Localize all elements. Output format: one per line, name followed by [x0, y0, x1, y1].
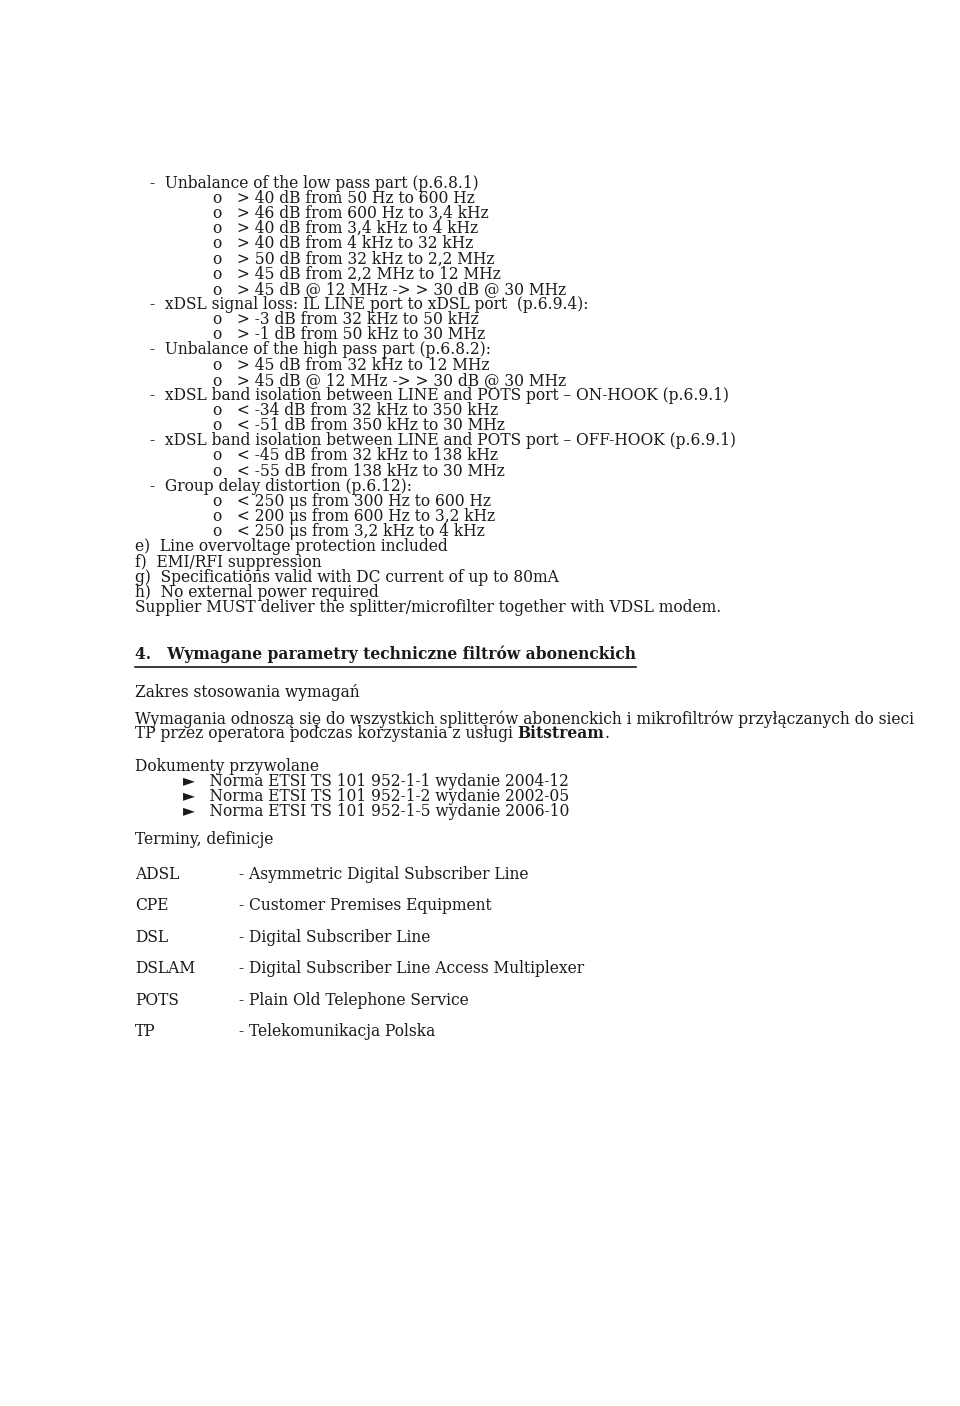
Text: -  xDSL band isolation between LINE and POTS port – OFF-HOOK (p.6.9.1): - xDSL band isolation between LINE and P… [150, 432, 735, 450]
Text: o   > -1 dB from 50 kHz to 30 MHz: o > -1 dB from 50 kHz to 30 MHz [213, 326, 485, 343]
Text: TP: TP [134, 1024, 156, 1040]
Text: .: . [605, 725, 610, 742]
Text: Wymagania odnoszą się do wszystkich splitterów abonenckich i mikrofiltrów przyłą: Wymagania odnoszą się do wszystkich spli… [134, 710, 914, 727]
Text: CPE: CPE [134, 897, 168, 914]
Text: Bitstream: Bitstream [517, 725, 605, 742]
Text: Dokumenty przywolane: Dokumenty przywolane [134, 758, 319, 775]
Text: ►   Norma ETSI TS 101 952-1-5 wydanie 2006-10: ► Norma ETSI TS 101 952-1-5 wydanie 2006… [183, 803, 569, 820]
Text: o   > 46 dB from 600 Hz to 3,4 kHz: o > 46 dB from 600 Hz to 3,4 kHz [213, 205, 489, 222]
Text: o   > 45 dB @ 12 MHz -> > 30 dB @ 30 MHz: o > 45 dB @ 12 MHz -> > 30 dB @ 30 MHz [213, 281, 566, 298]
Text: f)  EMI/RFI suppression: f) EMI/RFI suppression [134, 554, 322, 571]
Text: DSLAM: DSLAM [134, 960, 195, 977]
Text: o   > 45 dB from 2,2 MHz to 12 MHz: o > 45 dB from 2,2 MHz to 12 MHz [213, 266, 501, 283]
Text: ►   Norma ETSI TS 101 952-1-2 wydanie 2002-05: ► Norma ETSI TS 101 952-1-2 wydanie 2002… [183, 787, 569, 806]
Text: - Customer Premises Equipment: - Customer Premises Equipment [239, 897, 492, 914]
Text: -  Group delay distortion (p.6.12):: - Group delay distortion (p.6.12): [150, 478, 412, 495]
Text: Zakres stosowania wymagań: Zakres stosowania wymagań [134, 685, 359, 702]
Text: - Telekomunikacja Polska: - Telekomunikacja Polska [239, 1024, 435, 1040]
Text: o   < -45 dB from 32 kHz to 138 kHz: o < -45 dB from 32 kHz to 138 kHz [213, 447, 498, 464]
Text: g)  Specifications valid with DC current of up to 80mA: g) Specifications valid with DC current … [134, 569, 559, 586]
Text: o   > 50 dB from 32 kHz to 2,2 MHz: o > 50 dB from 32 kHz to 2,2 MHz [213, 250, 494, 267]
Text: POTS: POTS [134, 991, 179, 1008]
Text: - Digital Subscriber Line: - Digital Subscriber Line [239, 929, 430, 946]
Text: -  Unbalance of the high pass part (p.6.8.2):: - Unbalance of the high pass part (p.6.8… [150, 342, 491, 359]
Text: h)  No external power required: h) No external power required [134, 583, 378, 600]
Text: - Asymmetric Digital Subscriber Line: - Asymmetric Digital Subscriber Line [239, 866, 529, 883]
Text: o   > -3 dB from 32 kHz to 50 kHz: o > -3 dB from 32 kHz to 50 kHz [213, 311, 479, 328]
Text: o   > 45 dB from 32 kHz to 12 MHz: o > 45 dB from 32 kHz to 12 MHz [213, 357, 490, 374]
Text: -  Unbalance of the low pass part (p.6.8.1): - Unbalance of the low pass part (p.6.8.… [150, 174, 478, 191]
Text: - Plain Old Telephone Service: - Plain Old Telephone Service [239, 991, 468, 1008]
Text: Terminy, definicje: Terminy, definicje [134, 831, 274, 848]
Text: o   < 250 μs from 3,2 kHz to 4 kHz: o < 250 μs from 3,2 kHz to 4 kHz [213, 523, 485, 540]
Text: e)  Line overvoltage protection included: e) Line overvoltage protection included [134, 538, 447, 555]
Text: Supplier MUST deliver the splitter/microfilter together with VDSL modem.: Supplier MUST deliver the splitter/micro… [134, 599, 721, 616]
Text: o   < 250 μs from 300 Hz to 600 Hz: o < 250 μs from 300 Hz to 600 Hz [213, 494, 492, 510]
Text: o   > 40 dB from 4 kHz to 32 kHz: o > 40 dB from 4 kHz to 32 kHz [213, 235, 473, 252]
Text: TP przez operatora podczas korzystania z usługi: TP przez operatora podczas korzystania z… [134, 725, 517, 742]
Text: DSL: DSL [134, 929, 168, 946]
Text: o   < -34 dB from 32 kHz to 350 kHz: o < -34 dB from 32 kHz to 350 kHz [213, 402, 498, 419]
Text: -  xDSL signal loss: IL LINE port to xDSL port  (p.6.9.4):: - xDSL signal loss: IL LINE port to xDSL… [150, 295, 588, 314]
Text: o   > 40 dB from 3,4 kHz to 4 kHz: o > 40 dB from 3,4 kHz to 4 kHz [213, 221, 478, 238]
Text: -  xDSL band isolation between LINE and POTS port – ON-HOOK (p.6.9.1): - xDSL band isolation between LINE and P… [150, 387, 729, 404]
Text: o   > 40 dB from 50 Hz to 600 Hz: o > 40 dB from 50 Hz to 600 Hz [213, 190, 475, 207]
Text: o   < 200 μs from 600 Hz to 3,2 kHz: o < 200 μs from 600 Hz to 3,2 kHz [213, 508, 495, 524]
Text: ADSL: ADSL [134, 866, 180, 883]
Text: 4.   Wymagane parametry techniczne filtrów abonenckich: 4. Wymagane parametry techniczne filtrów… [134, 645, 636, 662]
Text: o   < -55 dB from 138 kHz to 30 MHz: o < -55 dB from 138 kHz to 30 MHz [213, 463, 505, 479]
Text: ►   Norma ETSI TS 101 952-1-1 wydanie 2004-12: ► Norma ETSI TS 101 952-1-1 wydanie 2004… [183, 773, 569, 790]
Text: o   < -51 dB from 350 kHz to 30 MHz: o < -51 dB from 350 kHz to 30 MHz [213, 418, 505, 434]
Text: o   > 45 dB @ 12 MHz -> > 30 dB @ 30 MHz: o > 45 dB @ 12 MHz -> > 30 dB @ 30 MHz [213, 371, 566, 388]
Text: - Digital Subscriber Line Access Multiplexer: - Digital Subscriber Line Access Multipl… [239, 960, 585, 977]
